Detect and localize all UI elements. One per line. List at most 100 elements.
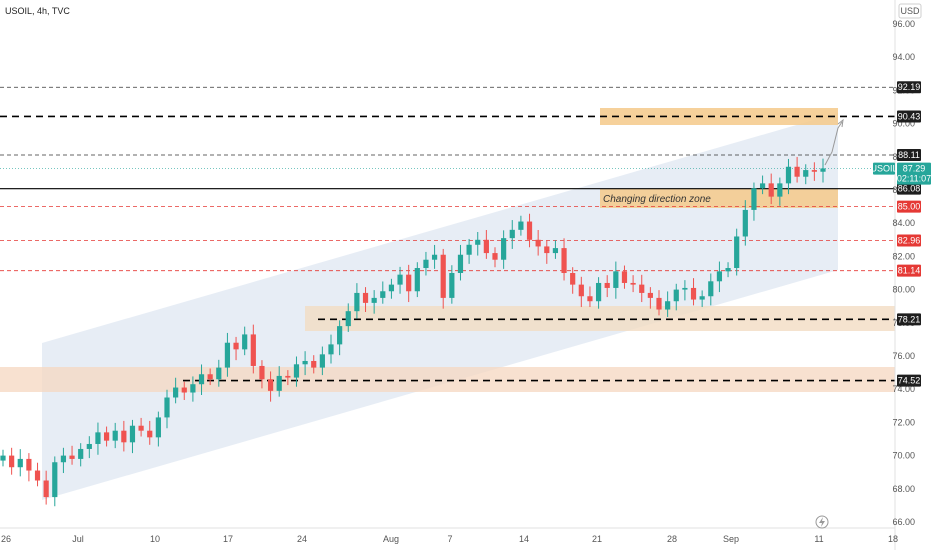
price-badge-74.52 — [897, 374, 921, 387]
candle-body — [794, 166, 800, 177]
price-tick: 68.00 — [892, 484, 915, 494]
candle-body — [725, 268, 731, 272]
candle-body — [190, 384, 196, 393]
candle-body — [492, 253, 498, 260]
currency-label: USD — [900, 6, 920, 16]
price-tick: 94.00 — [892, 52, 915, 62]
candle-body — [207, 374, 213, 380]
candle-body — [293, 364, 300, 378]
support-zone-74[interactable] — [0, 367, 895, 392]
candle-body — [423, 259, 429, 269]
candle-body — [742, 209, 748, 237]
lightning-icon[interactable] — [815, 515, 829, 529]
candle-body — [69, 455, 75, 459]
candle-body — [319, 354, 325, 368]
price-badge-text: 74.52 — [898, 376, 921, 386]
candle-body — [242, 334, 248, 350]
candle-body — [811, 170, 817, 172]
price-tick: 82.00 — [892, 251, 915, 261]
candle-body — [777, 183, 783, 197]
candle-body — [26, 458, 32, 471]
price-tick: 96.00 — [892, 19, 915, 29]
candle-body — [78, 448, 84, 459]
candle-body — [751, 188, 757, 210]
candle-body — [639, 284, 645, 293]
time-tick: 21 — [592, 534, 602, 544]
candle-body — [250, 334, 256, 366]
candle-body — [216, 367, 222, 380]
candle-body — [716, 271, 723, 282]
last-price: 87.29 — [903, 164, 926, 174]
candle-body — [431, 254, 438, 260]
zone-label: Changing direction zone — [603, 194, 711, 205]
candle-body — [17, 458, 23, 468]
time-tick: 24 — [297, 534, 307, 544]
price-badge-text: 92.19 — [898, 82, 921, 92]
price-badge-92.19 — [897, 81, 921, 94]
price-badge-81.14 — [897, 264, 921, 277]
candle-body — [276, 375, 282, 391]
candle-body — [673, 289, 679, 302]
candle-body — [345, 311, 351, 327]
candle-body — [388, 284, 395, 292]
price-badge-85.00 — [897, 200, 921, 213]
candle-body — [155, 417, 161, 438]
candle-body — [112, 430, 118, 441]
candle-body — [595, 282, 602, 302]
price-badge-text: 90.43 — [898, 111, 921, 121]
price-tick: 90.00 — [892, 119, 915, 129]
price-badge-text: 88.11 — [898, 150, 920, 160]
price-badge-text: 82.96 — [898, 235, 921, 245]
price-badge-90.43 — [897, 110, 921, 123]
candle-body — [328, 344, 334, 355]
time-tick: 7 — [447, 534, 452, 544]
candle-body — [414, 268, 420, 292]
candle-body — [337, 326, 343, 345]
candle-body — [380, 291, 386, 298]
price-tick: 76.00 — [892, 351, 915, 361]
time-axis[interactable]: 26 Jul 10 17 24 Aug 7 14 21 28 Sep 11 18 — [0, 527, 898, 544]
candle-body — [9, 455, 15, 468]
candle-body — [138, 425, 144, 431]
candle-body — [233, 342, 239, 350]
candle-body — [665, 301, 671, 310]
candle-body — [820, 168, 826, 172]
candle-body — [34, 470, 41, 481]
candle-body — [95, 432, 101, 444]
candle-body — [406, 274, 412, 292]
time-tick: 14 — [519, 534, 529, 544]
time-tick: 11 — [814, 534, 823, 544]
candle-body — [613, 271, 619, 288]
candle-body — [173, 387, 179, 398]
candle-body — [483, 239, 489, 254]
candle-body — [621, 271, 628, 283]
projection-arrow-icon — [837, 118, 844, 128]
currency-box[interactable] — [898, 3, 922, 19]
projection-path — [824, 121, 843, 166]
candle-body — [734, 236, 740, 269]
candle-body — [457, 254, 464, 273]
countdown: 02:11:07 — [897, 174, 931, 184]
candle-body — [552, 248, 559, 254]
time-tick: 26 — [1, 534, 11, 544]
time-tick: 18 — [888, 534, 898, 544]
price-tick: 80.00 — [892, 285, 915, 295]
candle-body — [699, 296, 705, 300]
time-tick: 28 — [667, 534, 677, 544]
support-zone-78[interactable] — [305, 306, 895, 331]
price-badge-88.11 — [897, 148, 921, 161]
candle-body — [509, 229, 515, 239]
candle-body — [449, 273, 455, 298]
time-tick: Aug — [383, 534, 399, 544]
price-badge-78.21 — [897, 313, 921, 326]
candle-body — [604, 282, 610, 288]
candle-body — [121, 430, 127, 443]
target-zone[interactable] — [600, 108, 838, 125]
candle-body — [682, 287, 688, 290]
candle-body — [311, 360, 317, 368]
candle-body — [768, 183, 774, 197]
candle-body — [362, 292, 369, 303]
candle-body — [224, 342, 231, 368]
candle-body — [129, 425, 136, 443]
